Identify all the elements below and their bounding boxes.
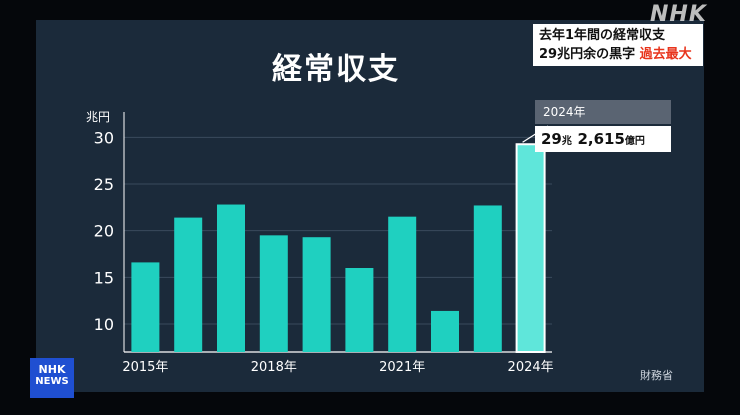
bar — [431, 310, 459, 352]
bar — [131, 262, 160, 352]
bar — [388, 216, 417, 352]
chart-title: 経常収支 — [272, 52, 400, 87]
y-tick-label: 20 — [94, 222, 114, 241]
x-tick-label: 2021年 — [379, 360, 425, 375]
x-tick-label: 2018年 — [251, 360, 297, 375]
bar — [345, 268, 374, 352]
callout-year: 2024年 — [535, 100, 671, 124]
y-tick-label: 15 — [94, 268, 114, 287]
x-tick-label: 2015年 — [122, 360, 168, 375]
bar — [259, 235, 288, 352]
x-tick-label: 2024年 — [508, 360, 554, 375]
callout-num1: 29 — [541, 130, 562, 148]
nhk-logo-watermark: NHK — [650, 2, 707, 27]
callout-unit1: 兆 — [561, 136, 572, 147]
callout-value: 29兆 2,615億円 — [535, 126, 671, 152]
source-label: 財務省 — [640, 369, 673, 382]
callout-num2: 2,615 — [577, 130, 625, 148]
badge-bottom: NEWS — [35, 376, 69, 387]
y-axis-unit-label: 兆円 — [86, 110, 110, 124]
headline-line2: 29兆円余の黒字 過去最大 — [539, 45, 697, 64]
headline-highlight: 過去最大 — [639, 47, 692, 62]
badge-top: NHK — [38, 363, 66, 376]
y-tick-label: 25 — [94, 175, 114, 194]
y-tick-label: 30 — [94, 128, 114, 147]
y-tick-label: 10 — [94, 315, 114, 334]
bar — [217, 204, 245, 352]
bar — [302, 237, 331, 352]
value-callout: 2024年 29兆 2,615億円 — [535, 100, 671, 152]
bar — [515, 143, 546, 353]
nhk-news-badge: NHK NEWS — [30, 358, 74, 398]
bar — [174, 217, 203, 352]
headline-line2-prefix: 29兆円余の黒字 — [539, 47, 636, 62]
headline-line1: 去年1年間の経常収支 — [539, 28, 666, 43]
headline-box: 去年1年間の経常収支 29兆円余の黒字 過去最大 — [533, 24, 703, 66]
callout-unit2: 億円 — [624, 136, 645, 147]
bar — [473, 205, 502, 352]
